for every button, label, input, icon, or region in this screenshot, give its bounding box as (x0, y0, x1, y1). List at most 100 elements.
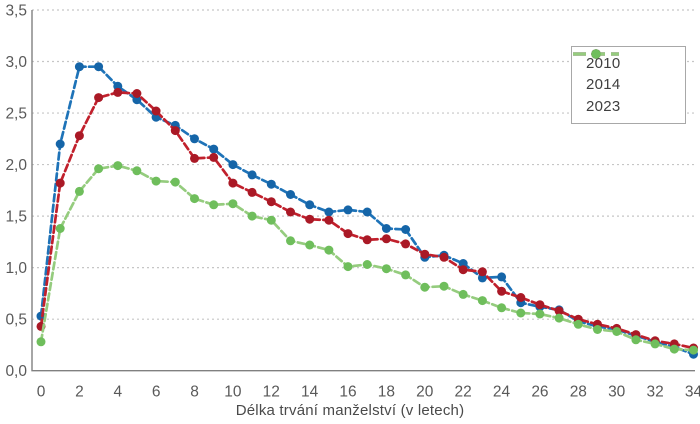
y-tick-label: 0,0 (5, 363, 27, 380)
series-2023-point (55, 224, 65, 233)
x-tick-label: 20 (416, 384, 434, 401)
series-2023-point (612, 327, 622, 336)
series-2023-point (420, 282, 430, 292)
x-tick-label: 32 (646, 384, 663, 401)
series-2023-point (497, 303, 507, 313)
series-2014-point (324, 215, 334, 225)
axis-lines (31, 9, 695, 372)
legend-label: 2023 (586, 97, 621, 115)
x-tick-label: 16 (339, 384, 356, 401)
series-2023-point (343, 262, 353, 272)
legend-swatch-dot (591, 49, 601, 59)
x-tick-label: 4 (113, 384, 122, 401)
legend: 2010 2014 2023 (571, 46, 686, 124)
series-2023-point (132, 166, 142, 176)
series-2023-point (593, 325, 602, 334)
y-tick-label: 1,5 (5, 209, 27, 226)
series-2010-point (497, 272, 507, 282)
series-2010-point (362, 207, 372, 217)
series-2014-point (113, 87, 123, 97)
x-tick-label: 30 (608, 384, 626, 401)
y-tick-label: 3,5 (5, 2, 27, 19)
series-2010-point (324, 207, 334, 217)
series-2023-point (650, 339, 660, 349)
x-tick-label: 14 (301, 384, 319, 401)
series-2014-point (362, 235, 372, 245)
series-2010-point (305, 200, 315, 210)
series-2023-point (286, 236, 295, 246)
legend-item-2023: 2023 (573, 49, 677, 117)
series-2023-point (228, 199, 238, 209)
series-2023-point (324, 245, 334, 255)
series-2023-point (516, 308, 526, 318)
series-2014-point (305, 214, 315, 224)
series-2023-point (74, 186, 84, 196)
series-2010-point (343, 205, 353, 215)
series-2023-point (36, 337, 46, 347)
series-2023-point (94, 164, 104, 174)
series-2014-point (247, 187, 257, 197)
series-2023-point (689, 345, 698, 355)
series-2014-point (74, 131, 84, 141)
series-2010-point (458, 259, 468, 268)
series-2023-point (458, 289, 468, 299)
x-tick-label: 12 (263, 384, 280, 401)
y-tick-label: 1,0 (5, 260, 27, 277)
series-2014-point (343, 229, 353, 239)
series-2023-point (669, 344, 679, 354)
series-2014-point (170, 126, 180, 136)
series-2010-point (132, 95, 142, 105)
series-2023-point (554, 313, 564, 323)
series-2014-point (554, 306, 564, 316)
y-tick-label: 3,0 (5, 54, 27, 71)
series-2014-point (458, 265, 468, 275)
series-2014-point (132, 89, 142, 98)
series-2010-point (266, 179, 276, 189)
series-2014-point (228, 178, 238, 188)
series-2023-point (362, 260, 372, 269)
series-2023-point (266, 215, 276, 225)
series-2014-point (420, 249, 430, 259)
y-tick-label: 0,5 (5, 312, 27, 329)
x-tick-label: 10 (224, 384, 242, 401)
series-2014-point (55, 178, 65, 188)
y-tick-label: 2,0 (5, 157, 27, 174)
series-2010-point (55, 139, 65, 149)
series-2023-point (381, 264, 391, 274)
series-2010-point (228, 160, 238, 170)
legend-item-2014: 2014 (573, 49, 677, 95)
legend-label: 2014 (586, 76, 621, 94)
x-tick-label: 2 (75, 384, 84, 401)
x-tick-label: 22 (455, 384, 472, 401)
series-2014-point (497, 286, 507, 296)
series-2023-point (535, 309, 545, 319)
series-2010-point (247, 170, 257, 180)
series-2010-point (381, 224, 391, 233)
series-2014-point (477, 267, 487, 277)
x-tick-label: 6 (152, 384, 161, 401)
x-tick-label: 34 (685, 384, 700, 401)
x-tick-label: 18 (378, 384, 395, 401)
series-2023-point (401, 270, 411, 280)
series-2014-point (401, 239, 411, 249)
series-2023-point (170, 177, 180, 187)
y-tick-label: 2,5 (5, 106, 27, 123)
series-2023-point (113, 161, 123, 171)
series-2014-point (151, 106, 161, 116)
series-2010-point (94, 62, 104, 72)
series-2010-point (401, 225, 411, 234)
series-2014-point (516, 293, 526, 302)
series-2014-point (266, 197, 276, 207)
series-2010-point (209, 144, 219, 154)
series-2014-point (190, 153, 199, 163)
series-2023-point (305, 240, 315, 250)
series-2023-point (631, 335, 641, 345)
series-2010-point (190, 134, 199, 144)
legend-label: 2010 (586, 55, 621, 73)
series-2014-line (39, 91, 695, 350)
series-2023-point (151, 176, 161, 186)
series-2010-point (74, 62, 84, 72)
x-tick-label: 0 (37, 384, 46, 401)
